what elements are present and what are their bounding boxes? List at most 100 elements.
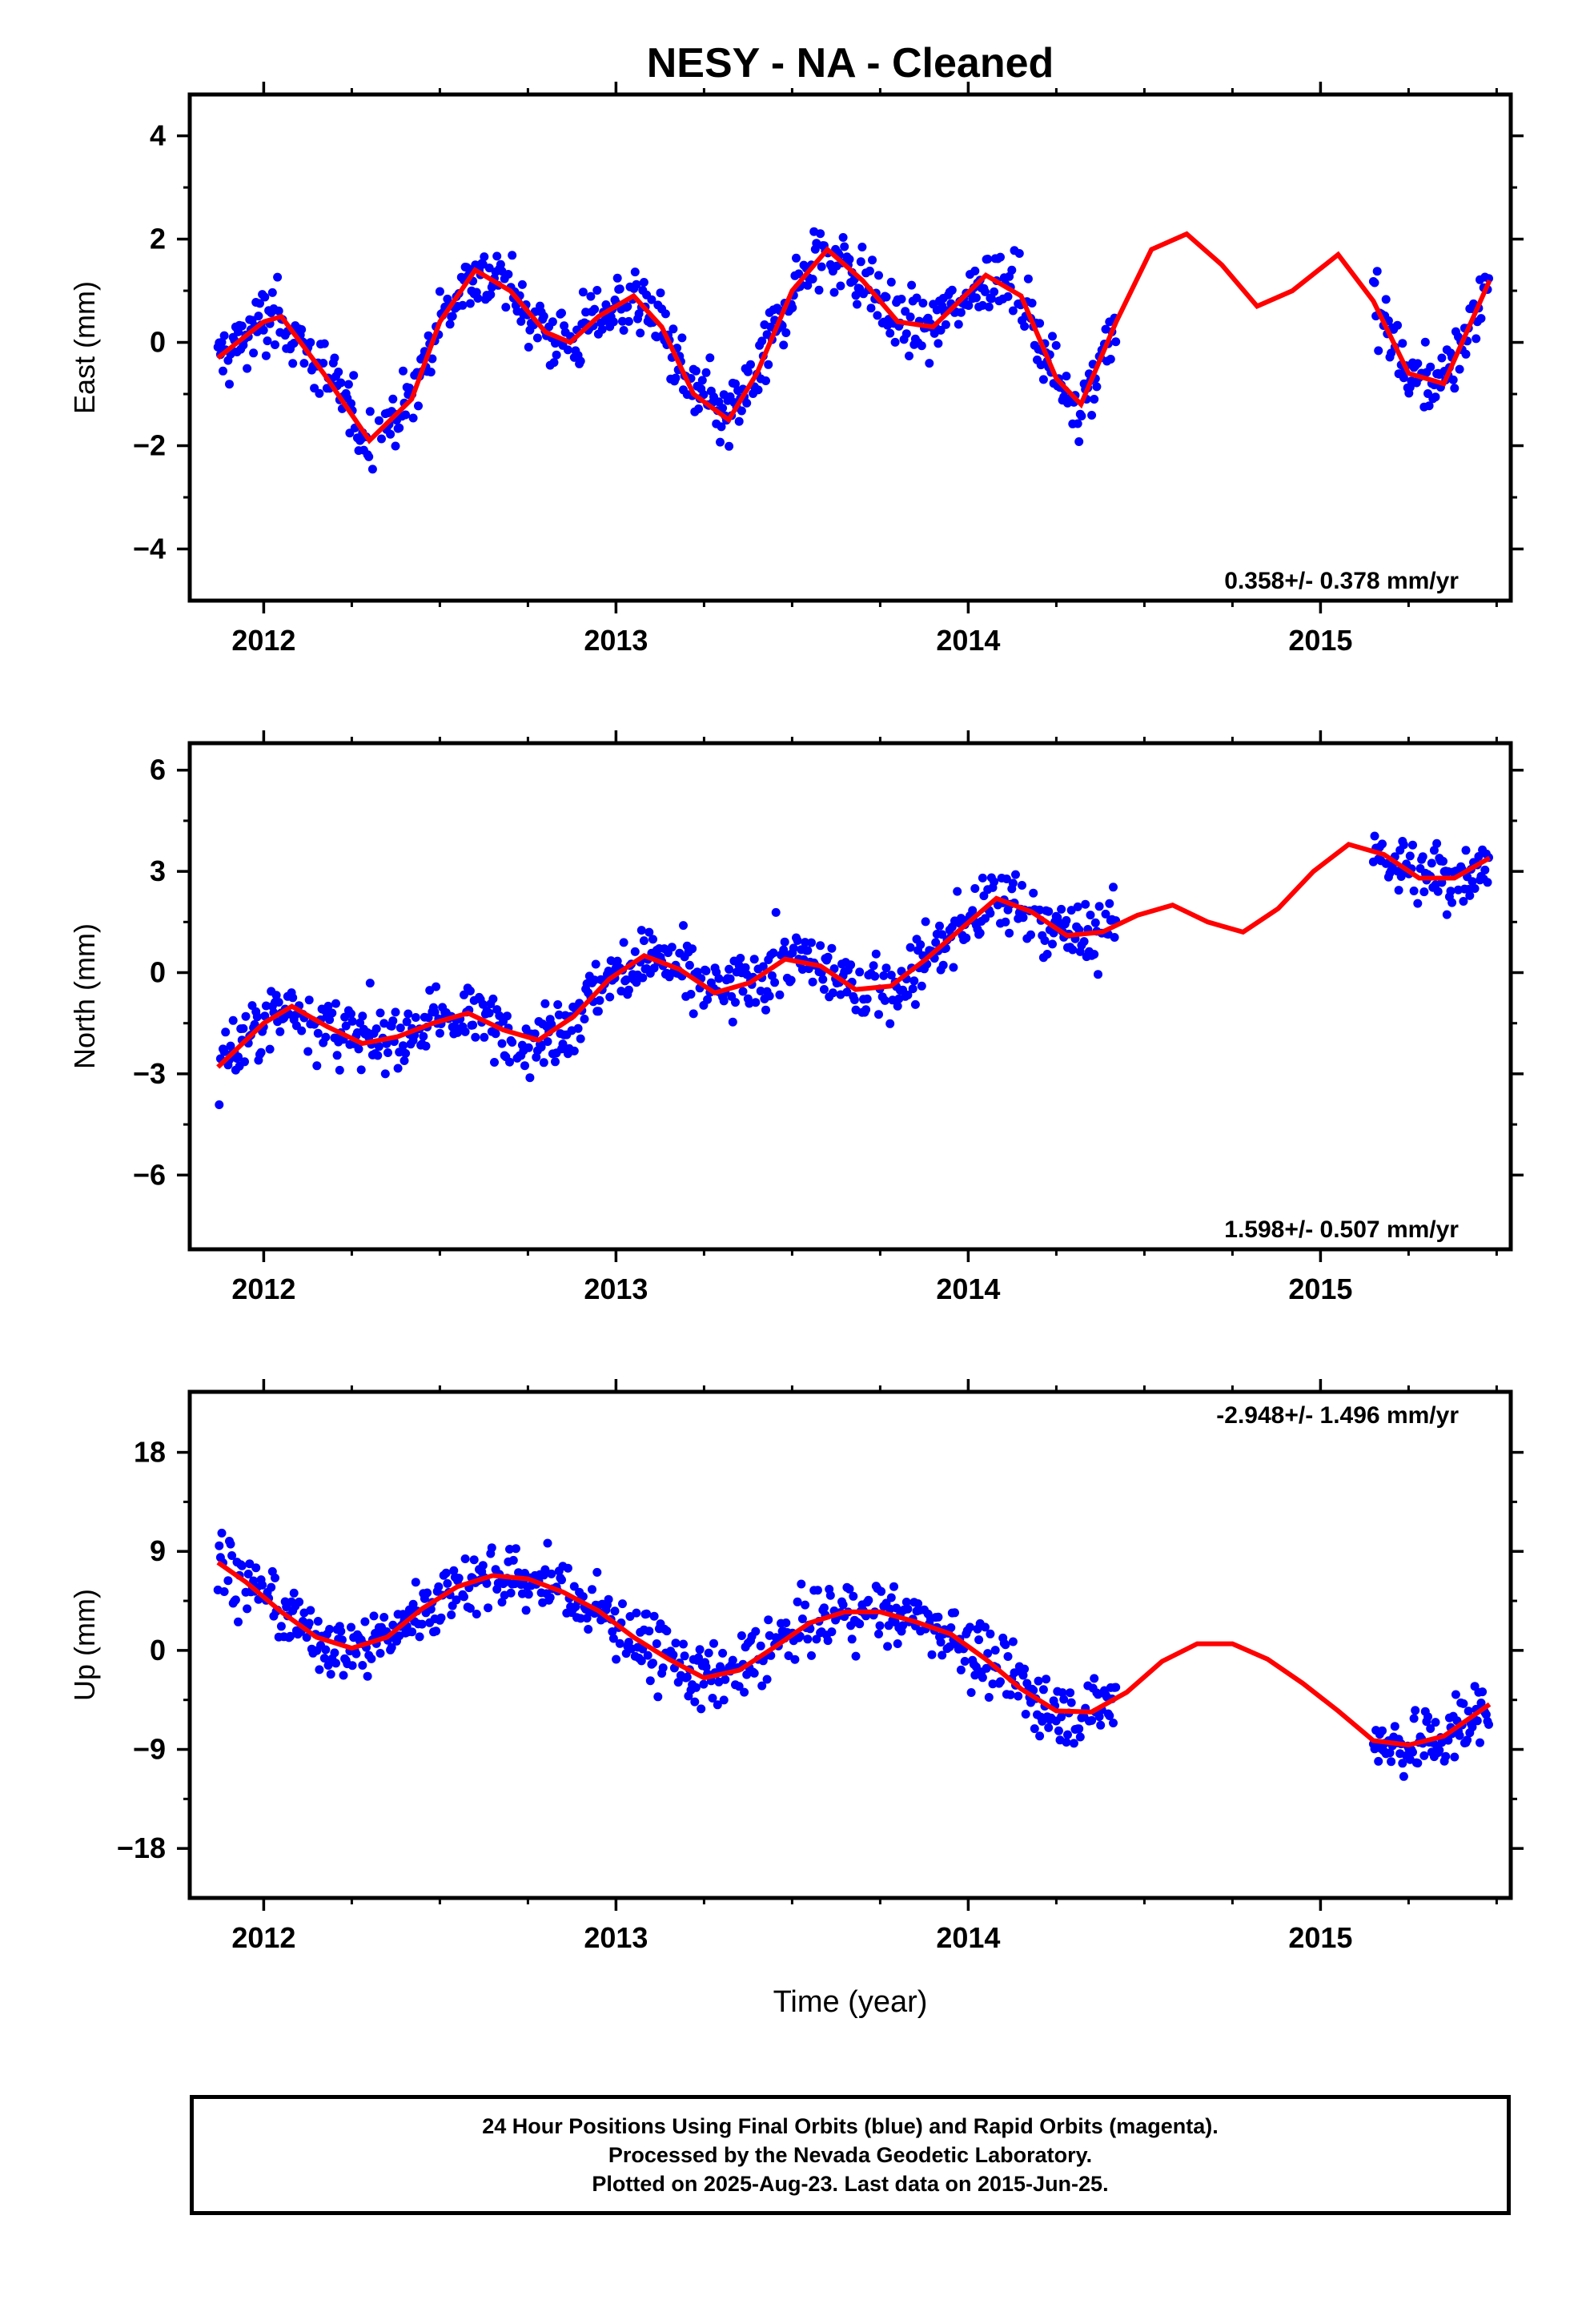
- data-point: [1451, 1690, 1460, 1699]
- data-point: [1419, 887, 1429, 897]
- data-point: [751, 998, 761, 1007]
- data-point: [1459, 897, 1468, 906]
- data-point: [1472, 334, 1481, 344]
- data-point: [1006, 1690, 1015, 1699]
- data-point: [639, 936, 648, 946]
- data-point: [432, 1626, 441, 1636]
- data-point: [581, 308, 591, 317]
- data-point: [725, 964, 734, 974]
- data-point: [391, 441, 400, 451]
- data-point: [808, 275, 817, 283]
- data-point: [426, 368, 436, 377]
- data-point: [803, 280, 813, 290]
- data-point: [825, 1590, 835, 1600]
- data-point: [819, 1603, 829, 1613]
- footer-line-3: Plotted on 2025-Aug-23. Last data on 201…: [592, 2172, 1109, 2196]
- data-point: [1068, 945, 1078, 955]
- data-point: [938, 960, 948, 970]
- up-rate-label: -2.948+/- 1.496 mm/yr: [1216, 1402, 1459, 1429]
- data-point: [448, 312, 457, 321]
- data-point: [1014, 1691, 1023, 1701]
- data-point: [615, 1638, 624, 1648]
- data-point: [569, 1582, 579, 1591]
- data-point: [1431, 1718, 1440, 1727]
- data-point: [1459, 1699, 1468, 1708]
- data-point: [341, 1021, 351, 1031]
- data-point: [725, 974, 735, 983]
- data-point: [827, 943, 837, 953]
- data-point: [851, 291, 861, 300]
- data-point: [516, 316, 526, 326]
- data-point: [978, 1673, 987, 1683]
- data-point: [271, 340, 279, 349]
- x-axis-label: Time (year): [773, 1985, 928, 2019]
- data-point: [520, 1061, 529, 1071]
- data-point: [881, 963, 891, 973]
- y-tick-label: 4: [150, 119, 166, 152]
- data-point: [743, 367, 753, 376]
- data-point: [243, 364, 252, 373]
- data-point: [388, 1620, 398, 1630]
- data-point: [968, 906, 978, 915]
- x-tick-label: 2015: [1288, 1273, 1352, 1305]
- data-point: [971, 293, 981, 303]
- data-point: [1399, 1771, 1408, 1781]
- data-point: [234, 1052, 243, 1062]
- data-point: [818, 975, 828, 984]
- data-point: [694, 1653, 703, 1663]
- y-tick-label: −6: [133, 1158, 166, 1191]
- north-plot-frame: [187, 741, 1513, 1252]
- data-point: [645, 1676, 655, 1686]
- data-point: [784, 1651, 793, 1660]
- data-point: [677, 333, 687, 343]
- data-point: [497, 1598, 507, 1607]
- data-point: [794, 269, 804, 279]
- data-point: [1398, 1759, 1407, 1768]
- data-point: [321, 1645, 331, 1655]
- data-point: [249, 348, 259, 358]
- data-point: [699, 390, 709, 400]
- data-point: [761, 376, 770, 385]
- data-point: [401, 1048, 411, 1058]
- data-point: [885, 1019, 895, 1028]
- data-point: [908, 984, 917, 994]
- data-point: [543, 1538, 552, 1548]
- data-point: [369, 1611, 379, 1621]
- data-point: [452, 1595, 461, 1605]
- data-point: [648, 935, 657, 944]
- data-point: [861, 1005, 871, 1015]
- data-point: [638, 973, 648, 983]
- data-point: [454, 1574, 464, 1583]
- data-point: [325, 1625, 335, 1634]
- data-point: [946, 1623, 956, 1632]
- data-point: [443, 1578, 452, 1588]
- data-point: [428, 354, 437, 364]
- data-point: [1075, 1732, 1085, 1742]
- x-tick-label: 2014: [936, 1921, 1000, 1954]
- data-point: [610, 1606, 620, 1616]
- data-point: [239, 1023, 248, 1033]
- data-point: [709, 1638, 718, 1648]
- data-point: [632, 978, 641, 987]
- data-point: [1094, 1712, 1104, 1722]
- data-point: [624, 316, 633, 326]
- data-point: [1090, 918, 1100, 927]
- data-point: [1109, 1719, 1118, 1727]
- data-point: [925, 359, 934, 368]
- data-point: [984, 1693, 994, 1702]
- data-point: [685, 960, 694, 970]
- data-point: [227, 1551, 237, 1560]
- data-point: [893, 1639, 902, 1648]
- data-point: [765, 991, 774, 1001]
- data-point: [364, 452, 374, 461]
- data-point: [400, 1056, 409, 1065]
- data-point: [1014, 249, 1024, 258]
- data-point: [699, 1679, 709, 1689]
- data-point: [1405, 851, 1415, 861]
- data-point: [256, 1047, 266, 1057]
- data-point: [751, 1626, 761, 1636]
- data-point: [347, 399, 355, 408]
- data-point: [761, 1005, 770, 1015]
- data-point: [903, 991, 913, 999]
- data-point: [435, 1028, 444, 1038]
